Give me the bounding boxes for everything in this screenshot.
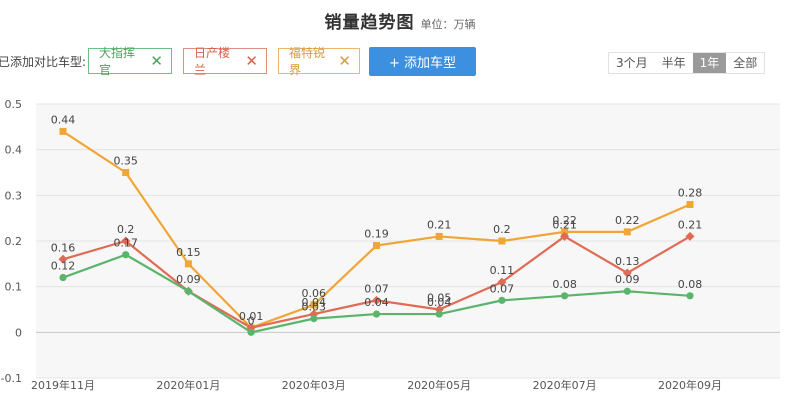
data-point [497, 277, 507, 287]
x-tick-label: 2020年01月 [156, 378, 220, 392]
data-label: 0.04 [427, 296, 452, 309]
data-point [247, 328, 255, 336]
x-tick-label: 2020年07月 [533, 378, 597, 392]
compare-label: 已添加对比车型: [0, 55, 87, 69]
data-point [623, 287, 631, 295]
y-tick-label: 0 [15, 326, 22, 339]
data-point [623, 228, 631, 236]
close-icon[interactable]: ✕ [338, 51, 351, 70]
data-point [373, 242, 380, 250]
data-label: 0.11 [490, 264, 515, 277]
data-label: 0.21 [427, 218, 452, 231]
data-label: 0.06 [302, 287, 327, 300]
data-label: 0.04 [364, 296, 389, 309]
range-half-year[interactable]: 半年 [661, 56, 686, 70]
data-label: 0.16 [51, 241, 76, 254]
data-label: 0.01 [239, 310, 264, 323]
data-point [121, 236, 131, 246]
page-title: 销量趋势图 [324, 13, 415, 33]
data-label: 0.08 [552, 278, 577, 291]
toolbar: 已添加对比车型: 大指挥官 ✕ 日产楼兰 ✕ 福特锐界 ✕ + 添加车型 3个月… [0, 46, 800, 77]
range-all[interactable]: 全部 [733, 56, 758, 70]
data-label: 0.17 [113, 237, 138, 250]
model-chip-dazhihuiguan[interactable]: 大指挥官 ✕ [88, 46, 172, 77]
data-point [58, 254, 68, 264]
data-label: 0.07 [490, 282, 515, 295]
data-label: 0.05 [427, 292, 452, 305]
data-label: 0.22 [615, 214, 640, 227]
data-point [435, 232, 443, 240]
model-chip-label: 日产楼兰 [194, 46, 231, 77]
data-point [184, 260, 192, 268]
data-label: 0.21 [552, 218, 577, 231]
data-label: 0.19 [364, 228, 389, 241]
unit-label: 单位：万辆 [420, 18, 476, 31]
data-label: 0.35 [113, 155, 138, 168]
model-chip-label: 大指挥官 [99, 46, 136, 77]
data-point [435, 310, 443, 318]
data-point [372, 295, 381, 305]
add-model-button[interactable]: + 添加车型 [369, 47, 476, 76]
data-label: 0.09 [615, 273, 640, 286]
data-label: 0.22 [552, 214, 577, 227]
data-label: 0.15 [176, 246, 201, 259]
data-point [310, 315, 318, 323]
data-point [622, 268, 632, 278]
data-label: 0.13 [615, 255, 640, 268]
data-point [184, 287, 192, 295]
data-point [561, 228, 569, 236]
model-chip-loulan[interactable]: 日产楼兰 ✕ [183, 46, 267, 77]
data-point [685, 231, 695, 241]
data-point [59, 127, 67, 135]
data-label: 0.03 [302, 301, 327, 314]
data-label: 0.28 [678, 186, 703, 199]
y-tick-label: 0.1 [5, 281, 23, 294]
data-label: 0.2 [117, 223, 135, 236]
data-label: 0.2 [493, 223, 511, 236]
sales-trend-chart: 0.5 0.4 0.3 0.2 0.1 0 -0.1 2019年11月 2020年01月 2020… [1, 98, 780, 392]
range-3-months[interactable]: 3个月 [616, 56, 648, 70]
data-point [561, 292, 569, 300]
data-point [372, 310, 381, 318]
x-tick-label: 2019年11月 [31, 378, 95, 392]
data-point [122, 251, 130, 259]
x-tick-label: 2020年05月 [407, 378, 471, 392]
data-point [686, 292, 694, 300]
data-point [686, 200, 694, 208]
data-label: 0 [248, 314, 255, 327]
data-label: 0.12 [51, 260, 76, 273]
range-1-year[interactable]: 1年 [692, 53, 727, 73]
title-bar: 销量趋势图 单位：万辆 [0, 8, 800, 33]
x-tick-label: 2020年09月 [658, 378, 722, 392]
close-icon[interactable]: ✕ [150, 51, 163, 70]
x-tick-label: 2020年03月 [282, 378, 346, 392]
model-chip-ruijie[interactable]: 福特锐界 ✕ [278, 46, 360, 77]
y-tick-label: -0.1 [1, 372, 22, 385]
data-point [560, 231, 570, 241]
data-label: 0.44 [51, 113, 76, 126]
model-chip-label: 福特锐界 [289, 46, 326, 77]
data-label: 0.08 [678, 278, 703, 291]
data-point [59, 273, 67, 282]
close-icon[interactable]: ✕ [245, 51, 258, 70]
data-label: 0.21 [678, 218, 703, 231]
data-label: 0.07 [364, 282, 389, 295]
data-label: 0.09 [176, 273, 201, 286]
y-tick-label: 0.4 [5, 144, 23, 157]
data-point [310, 301, 318, 309]
data-label: 0.04 [302, 296, 327, 309]
time-range-selector: 3个月 半年 1年 全部 [608, 52, 766, 74]
y-tick-label: 0.3 [5, 189, 23, 202]
y-tick-label: 0.2 [5, 235, 23, 248]
data-point [122, 169, 130, 176]
data-point [498, 296, 506, 304]
y-tick-label: 0.5 [5, 98, 23, 111]
data-point [498, 237, 506, 245]
